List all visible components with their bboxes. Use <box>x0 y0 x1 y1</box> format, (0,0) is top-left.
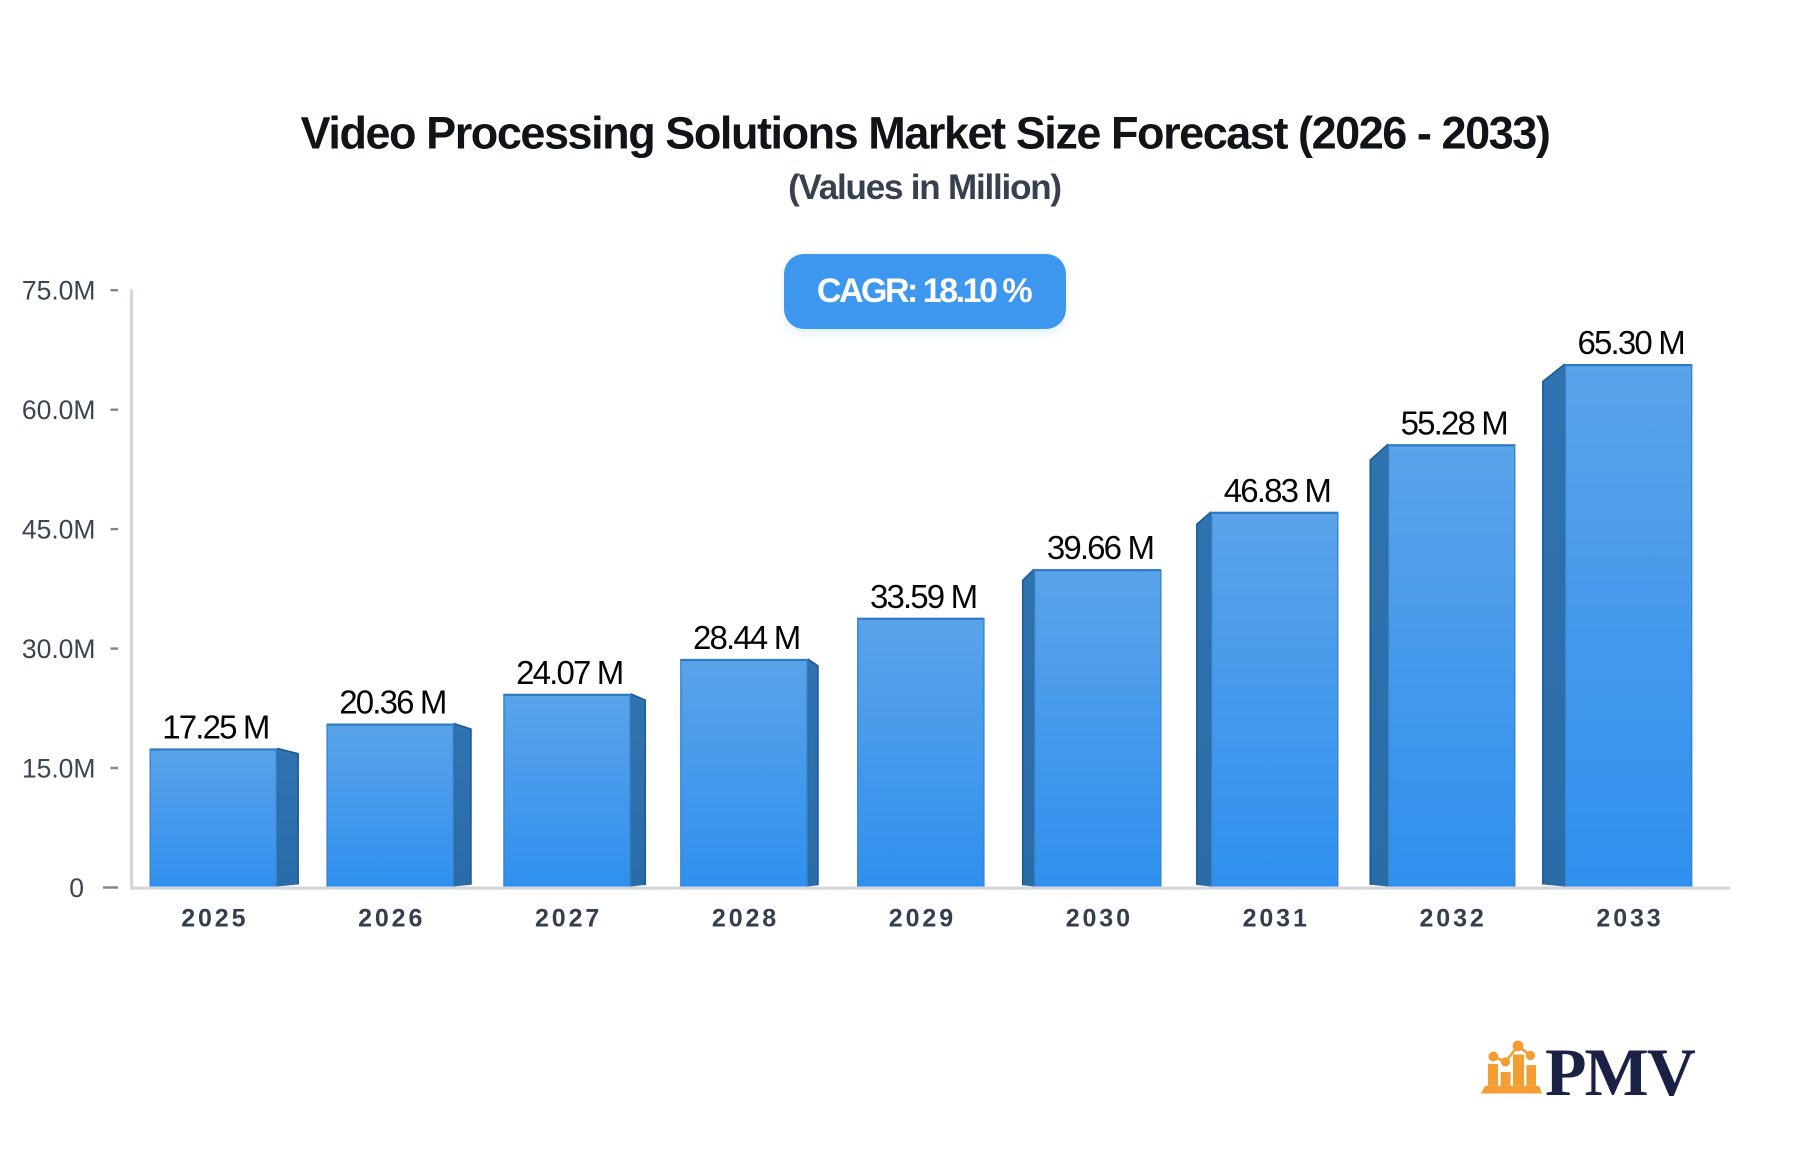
svg-text:PMV: PMV <box>1545 1034 1696 1110</box>
svg-text:28.44 M: 28.44 M <box>693 619 799 656</box>
svg-text:65.30 M: 65.30 M <box>1578 324 1684 361</box>
svg-text:2030: 2030 <box>1066 904 1133 932</box>
svg-text:CAGR: 18.10 %: CAGR: 18.10 % <box>817 272 1032 310</box>
svg-text:33.59 M: 33.59 M <box>870 578 976 615</box>
svg-text:2031: 2031 <box>1243 904 1310 932</box>
svg-text:60.0M: 60.0M <box>22 395 96 425</box>
svg-text:2028: 2028 <box>712 904 779 932</box>
svg-text:39.66 M: 39.66 M <box>1047 529 1153 566</box>
svg-text:2026: 2026 <box>358 904 425 932</box>
svg-text:2027: 2027 <box>535 904 602 932</box>
svg-text:Video Processing Solutions Mar: Video Processing Solutions Market Size F… <box>301 108 1550 159</box>
svg-text:2033: 2033 <box>1596 904 1663 932</box>
svg-text:45.0M: 45.0M <box>22 515 96 545</box>
svg-text:15.0M: 15.0M <box>22 754 96 784</box>
svg-text:20.36 M: 20.36 M <box>339 684 445 721</box>
svg-text:55.28 M: 55.28 M <box>1401 404 1507 441</box>
svg-text:24.07 M: 24.07 M <box>516 654 622 691</box>
svg-text:75.0M: 75.0M <box>22 276 96 306</box>
svg-text:0: 0 <box>69 873 84 903</box>
svg-text:2025: 2025 <box>181 904 248 932</box>
svg-text:46.83 M: 46.83 M <box>1224 472 1330 509</box>
svg-text:2032: 2032 <box>1419 904 1486 932</box>
svg-text:(Values in Million): (Values in Million) <box>788 168 1061 207</box>
svg-text:30.0M: 30.0M <box>22 634 96 664</box>
svg-text:17.25 M: 17.25 M <box>162 709 268 746</box>
svg-text:2029: 2029 <box>889 904 956 932</box>
